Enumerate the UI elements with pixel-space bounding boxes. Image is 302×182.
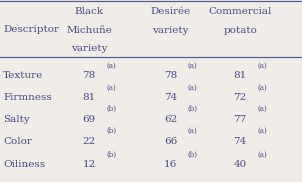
Text: (a): (a) [188,127,197,135]
Text: Michuñe: Michuñe [66,25,112,35]
Text: (b): (b) [106,105,116,113]
Text: 16: 16 [164,160,177,169]
Text: (b): (b) [106,151,116,159]
Text: Descriptor: Descriptor [3,25,59,34]
Text: Color: Color [3,136,32,146]
Text: (a): (a) [106,62,116,70]
Text: 66: 66 [164,136,177,146]
Text: 12: 12 [82,160,96,169]
Text: (a): (a) [188,62,197,70]
Text: (a): (a) [188,83,197,91]
Text: potato: potato [223,25,257,35]
Text: 72: 72 [233,93,247,102]
Text: Texture: Texture [3,71,43,80]
Text: 78: 78 [164,71,177,80]
Text: 74: 74 [233,136,247,146]
Text: (a): (a) [106,83,116,91]
Text: 78: 78 [82,71,96,80]
Text: (a): (a) [257,151,267,159]
Text: 81: 81 [233,71,247,80]
Text: variety: variety [153,25,189,35]
Text: 74: 74 [164,93,177,102]
Text: 69: 69 [82,115,96,124]
Text: (a): (a) [257,105,267,113]
Text: 62: 62 [164,115,177,124]
Text: 81: 81 [82,93,96,102]
Text: Commercial: Commercial [208,7,272,16]
Text: 22: 22 [82,136,96,146]
Text: (a): (a) [257,62,267,70]
Text: 77: 77 [233,115,247,124]
Text: Oiliness: Oiliness [3,160,45,169]
Text: (a): (a) [257,127,267,135]
Text: Salty: Salty [3,115,30,124]
Text: (b): (b) [188,151,198,159]
Text: (b): (b) [106,127,116,135]
Text: 40: 40 [233,160,247,169]
Text: variety: variety [71,44,107,53]
Text: Firmness: Firmness [3,93,52,102]
Text: (b): (b) [188,105,198,113]
Text: Desirée: Desirée [150,7,191,16]
Text: (a): (a) [257,83,267,91]
Text: Black: Black [75,7,104,16]
